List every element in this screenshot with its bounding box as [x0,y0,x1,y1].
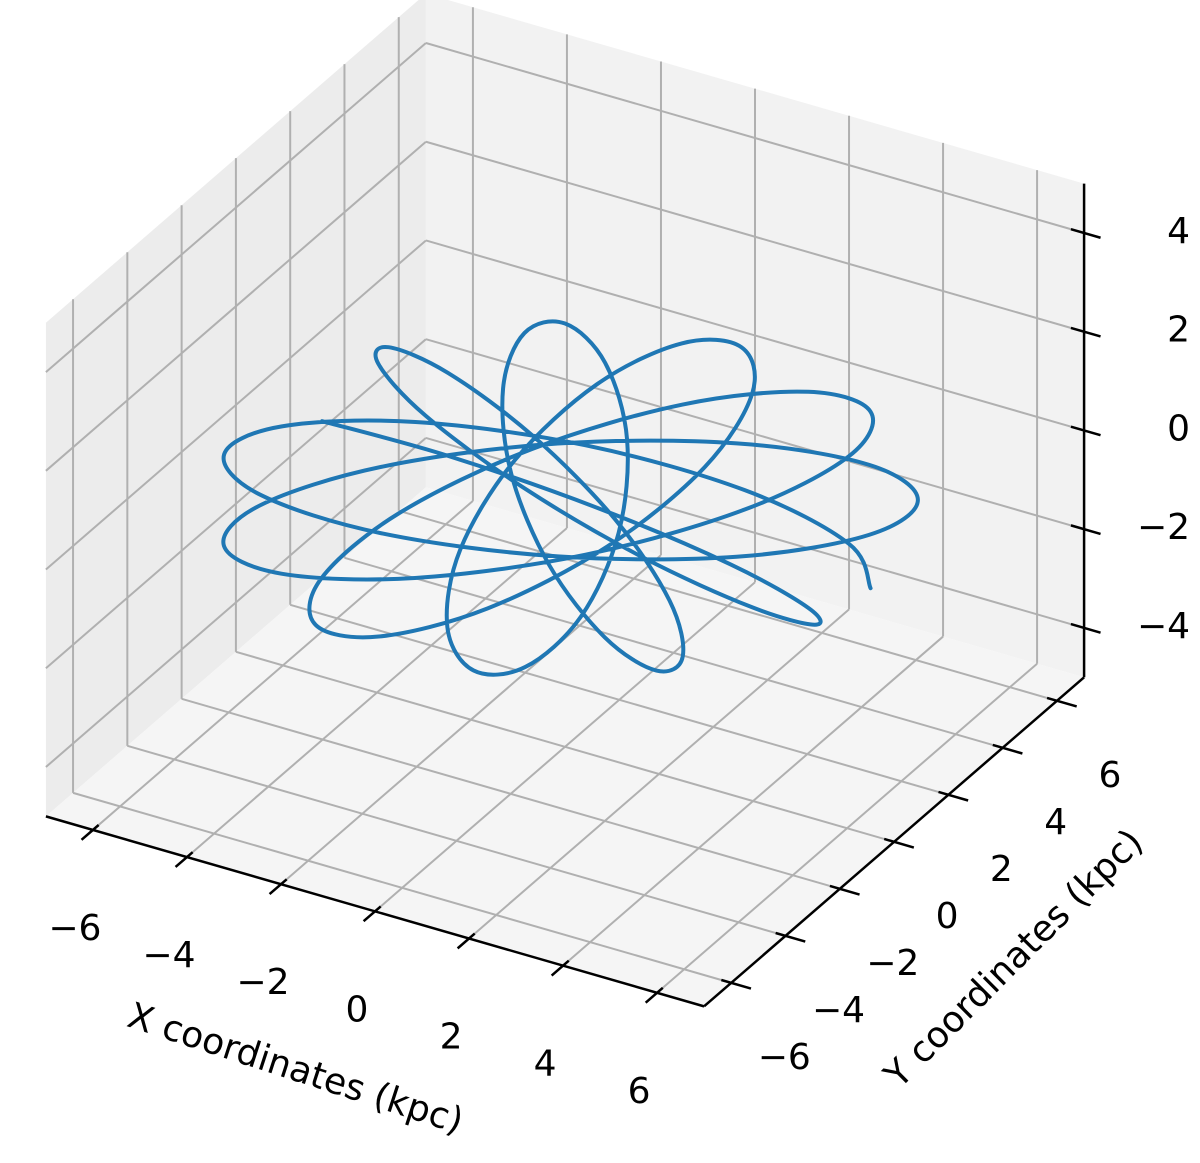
z-tick-label: −4 [1137,606,1190,647]
tick-mark [992,743,1023,755]
x-axis-label: X coordinates (kpc) [123,995,468,1142]
grid-line [45,338,427,670]
grid-line [425,239,1085,432]
grid-line [45,437,427,768]
orbit-line [221,319,920,677]
y-tick-label: 6 [1098,755,1121,796]
x-tick-label: 4 [534,1044,557,1085]
z-tick-label: 0 [1167,408,1190,449]
x-tick-label: 6 [628,1071,651,1112]
grid-line [127,744,786,937]
x-tick-label: −6 [48,908,101,949]
grid-line [289,603,949,796]
grid-line [425,42,1085,234]
tick-mark [80,824,100,841]
tick-mark [456,932,476,950]
grid-line [425,436,1085,629]
tick-mark [1070,326,1101,338]
z-tick-label: 4 [1167,211,1190,252]
x-tick-label: −4 [142,935,195,976]
grid-line [398,509,1058,702]
grid-line [45,42,427,373]
tick-mark [550,959,570,977]
x-tick-label: 2 [440,1017,463,1058]
tick-mark [938,790,969,802]
tick-mark [829,884,860,896]
z-tick-label: 2 [1167,310,1190,351]
grid-line [235,650,895,843]
y-tick-label: −2 [866,943,919,984]
x-tick-label: 0 [346,989,369,1030]
tick-mark [1070,425,1101,437]
tick-mark [883,837,915,849]
grid-line [425,338,1085,531]
y-tick-label: −6 [758,1037,811,1078]
grid-line [425,140,1085,333]
y-tick-label: −4 [812,990,865,1031]
grid-line [45,140,427,472]
grid-line [72,791,732,984]
tick-mark [775,931,806,943]
tick-mark [644,986,664,1004]
tick-mark [1046,696,1078,708]
grid-line [181,697,841,890]
y-tick-label: 0 [936,896,959,937]
tick-mark [362,905,382,923]
tick-mark [721,978,752,990]
tick-mark [268,878,288,896]
y-tick-label: 2 [990,849,1013,890]
tick-mark [1070,622,1101,634]
tick-mark [1070,228,1101,239]
z-tick-label: −2 [1137,507,1190,548]
grid-line [344,556,1003,749]
tick-mark [1070,524,1101,536]
x-tick-label: −2 [236,962,289,1003]
y-tick-label: 4 [1044,802,1067,843]
grid-line [45,239,427,571]
tick-mark [174,851,194,868]
